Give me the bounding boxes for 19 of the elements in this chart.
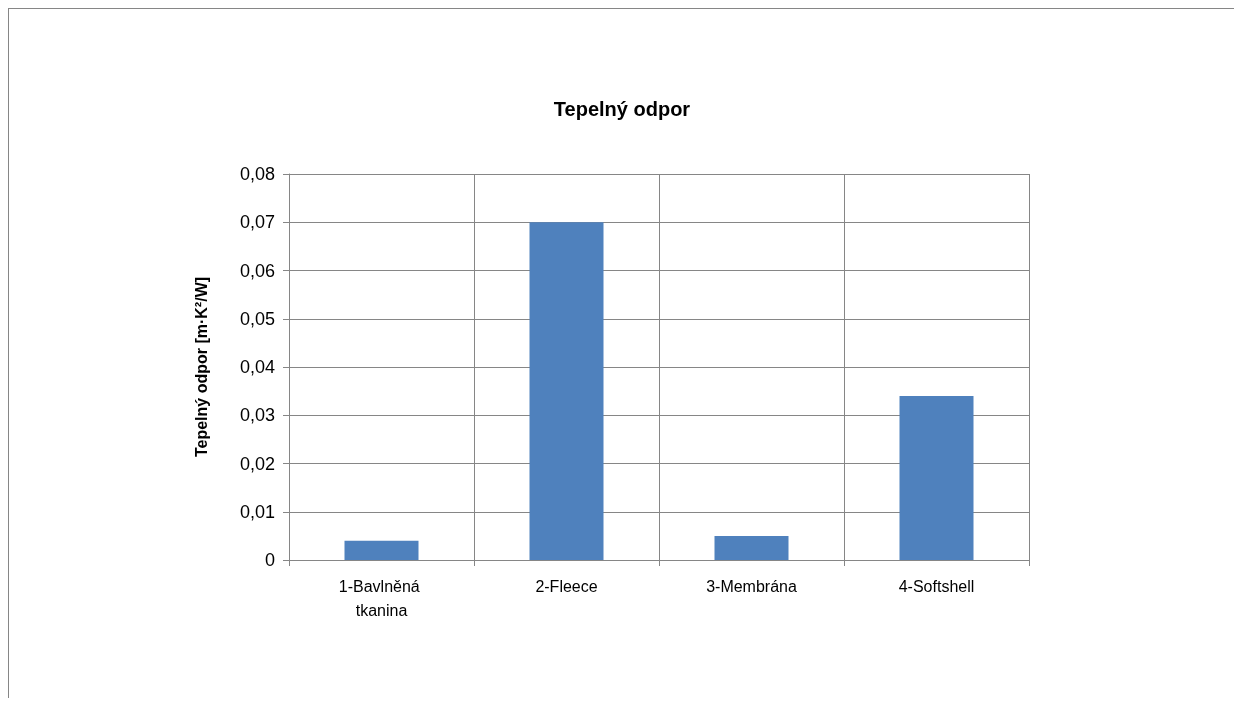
y-tick-label: 0 xyxy=(264,550,275,570)
y-tick-label: 0,05 xyxy=(239,308,275,329)
bar xyxy=(714,535,789,560)
y-tick-label: 0,07 xyxy=(239,212,275,233)
y-tick-label: 0,02 xyxy=(239,453,275,474)
y-tick-label: 0,04 xyxy=(239,357,275,377)
y-axis-title: Tepelný odpor [m·K²/W] xyxy=(192,276,210,458)
y-tick-label: 0,06 xyxy=(239,260,275,281)
bar xyxy=(899,395,974,560)
y-tick-label: 0,08 xyxy=(239,164,275,184)
chart-title: Tepelný odpor xyxy=(553,98,691,120)
x-tick-label: 3-Membrána xyxy=(706,577,797,595)
y-tick-label: 0,01 xyxy=(239,501,275,522)
y-tick-label: 0,03 xyxy=(239,405,275,426)
bar xyxy=(344,540,419,560)
bar xyxy=(529,222,604,560)
x-tick-label: 4-Softshell xyxy=(898,577,975,595)
x-tick-label: 1-Bavlněná tkanina xyxy=(338,577,425,619)
x-tick-label: 2-Fleece xyxy=(535,577,598,595)
